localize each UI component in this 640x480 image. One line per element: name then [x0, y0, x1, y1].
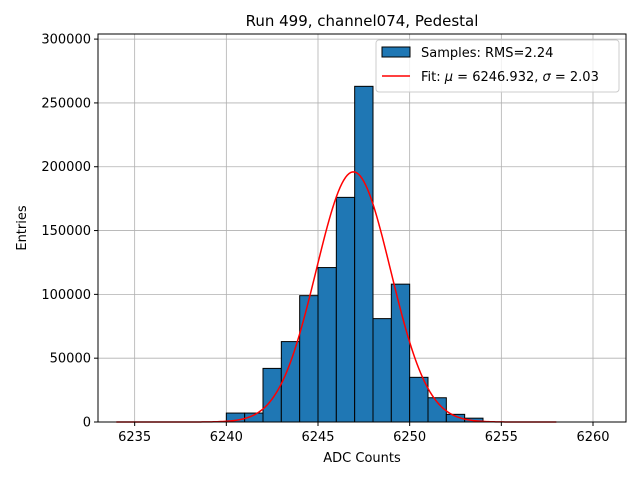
- x-tick-label: 6245: [301, 430, 334, 445]
- legend: Samples: RMS=2.24 Fit: μ = 6246.932, σ =…: [375, 39, 620, 93]
- legend-fit-sigma-symbol: σ: [543, 70, 552, 85]
- histogram-bar: [390, 283, 411, 423]
- legend-fit-mu-symbol: μ: [444, 70, 453, 85]
- legend-histogram-label: Samples: RMS=2.24: [421, 46, 553, 61]
- legend-fit-label: Fit: μ = 6246.932, σ = 2.03: [421, 70, 599, 85]
- x-tick-label: 6235: [118, 430, 151, 445]
- chart-title: Run 499, channel074, Pedestal: [246, 12, 479, 30]
- legend-fit-mu-value: = 6246.932,: [453, 70, 542, 85]
- histogram-bar: [372, 318, 392, 423]
- histogram-bars: [225, 85, 484, 423]
- histogram-bar: [280, 341, 301, 423]
- y-tick-label: 300000: [41, 33, 91, 48]
- x-tick-label: 6240: [210, 430, 243, 445]
- plot-frame: [97, 33, 627, 423]
- y-tick-label: 100000: [41, 288, 91, 303]
- y-tick-label: 250000: [41, 96, 91, 111]
- y-tick-label: 0: [83, 416, 91, 431]
- x-tick-label: 6250: [393, 430, 426, 445]
- histogram-bar: [354, 85, 374, 423]
- histogram-bar: [299, 295, 319, 423]
- axis-ticks: 6235 6240 6245 6250 6255 6260 0 50000 100000 1500…: [41, 33, 609, 445]
- x-tick-label: 6260: [576, 430, 609, 445]
- y-axis-label: Entries: [15, 205, 30, 251]
- legend-fit-prefix: Fit:: [421, 70, 445, 85]
- y-tick-label: 50000: [50, 352, 91, 367]
- legend-box: [375, 39, 620, 93]
- legend-fit-sigma-value: = 2.03: [551, 70, 599, 85]
- histogram-bar: [317, 267, 337, 423]
- x-axis-label: ADC Counts: [323, 451, 401, 466]
- y-tick-label: 200000: [41, 160, 91, 175]
- x-tick-label: 6255: [485, 430, 518, 445]
- y-tick-label: 150000: [41, 224, 91, 239]
- histogram-bar: [335, 196, 356, 423]
- histogram-bar: [262, 367, 282, 423]
- legend-histogram-swatch: [381, 46, 411, 58]
